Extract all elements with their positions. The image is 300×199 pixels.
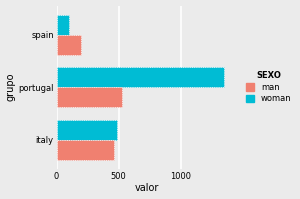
Bar [57, 15, 69, 35]
Bar [57, 120, 118, 140]
Y-axis label: grupo: grupo [6, 73, 16, 101]
Bar [57, 140, 114, 160]
X-axis label: valor: valor [134, 183, 159, 193]
Bar [57, 35, 81, 55]
Bar [57, 67, 224, 87]
Legend: man, woman: man, woman [244, 70, 293, 105]
Bar [57, 87, 122, 107]
